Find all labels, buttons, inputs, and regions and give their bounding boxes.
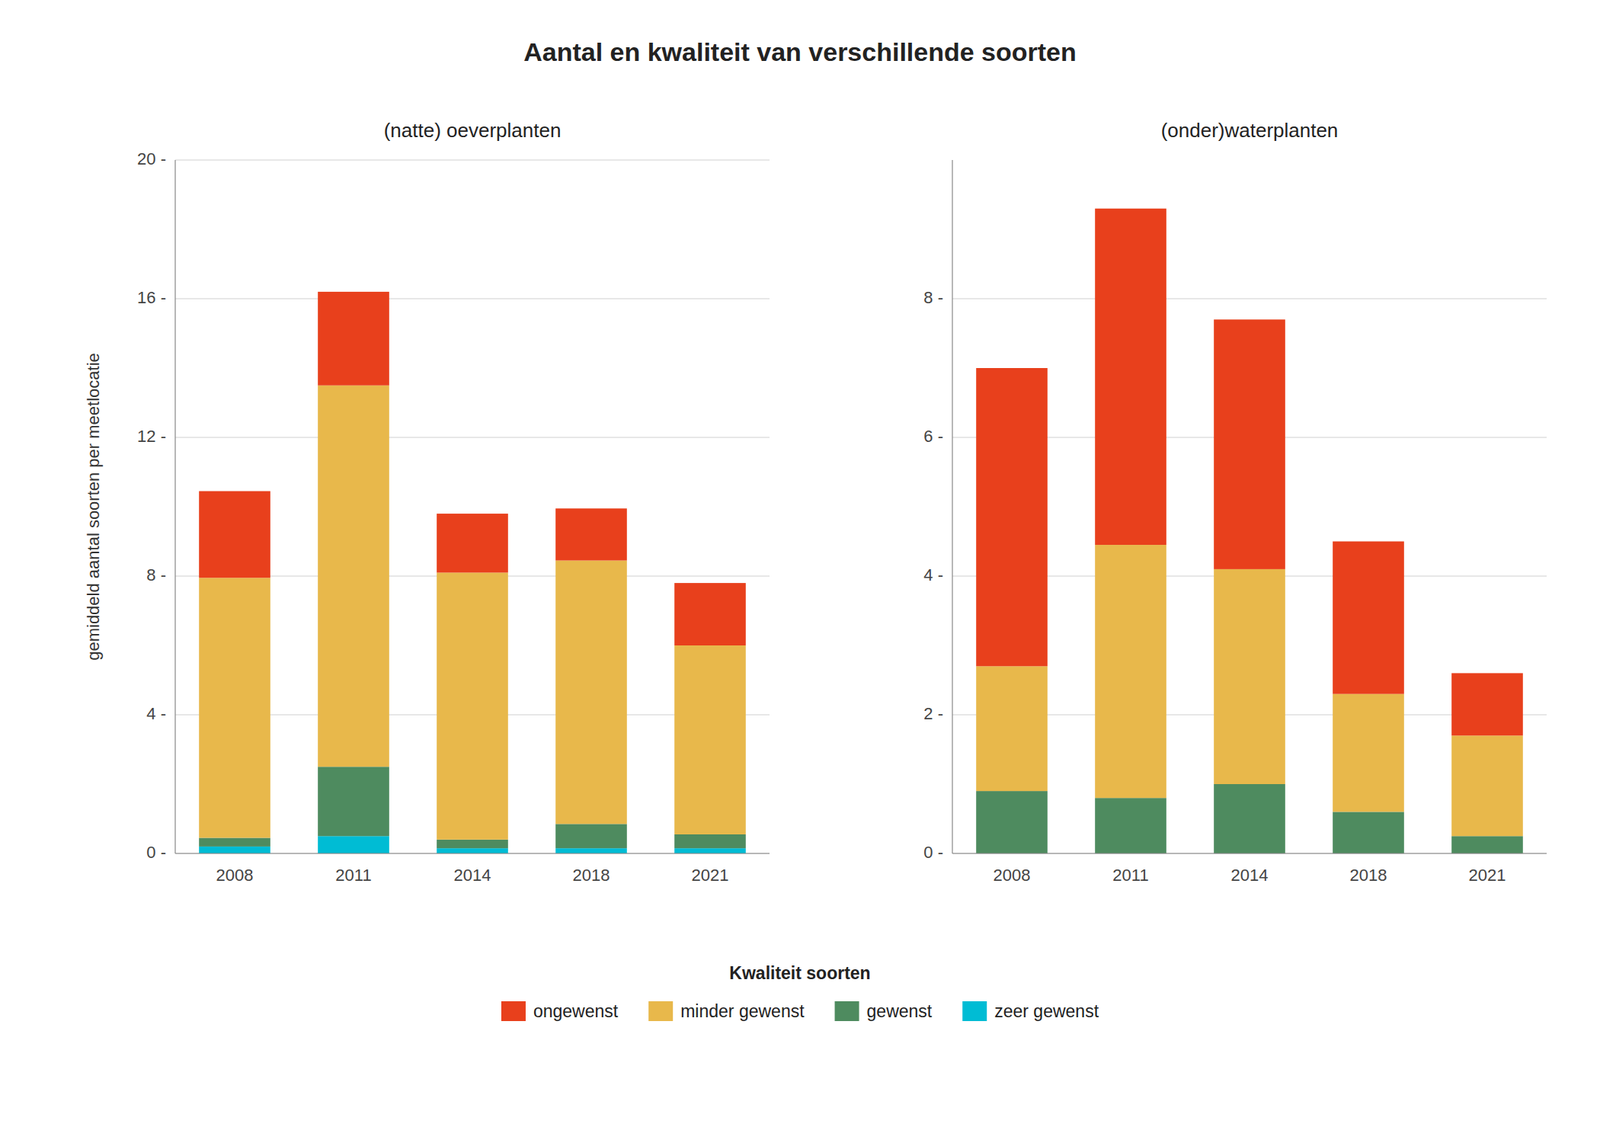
bar xyxy=(198,838,271,847)
bar xyxy=(1213,319,1286,570)
legend-label: ongewenst xyxy=(533,1001,619,1021)
bar xyxy=(317,291,390,386)
x-tick-label: 2014 xyxy=(1231,865,1269,885)
x-tick-label: 2011 xyxy=(1112,865,1149,885)
legend-swatch xyxy=(835,1001,860,1021)
y-tick-label: 0 - xyxy=(146,842,167,862)
bar xyxy=(198,577,271,838)
bar xyxy=(436,839,509,848)
bar xyxy=(674,834,746,848)
y-axis-line xyxy=(174,160,176,854)
y-tick-label: 2 - xyxy=(923,704,944,724)
bar xyxy=(198,846,271,854)
y-tick-label: 0 - xyxy=(923,842,944,862)
legend-label: gewenst xyxy=(867,1001,933,1021)
bar xyxy=(436,572,509,839)
bar xyxy=(198,491,271,579)
bars xyxy=(198,291,746,854)
y-tick-label: 12 - xyxy=(137,426,167,446)
bar xyxy=(674,582,746,646)
grid-line xyxy=(952,853,1547,855)
bar xyxy=(317,766,390,836)
panel: 0 - 2 - 4 - 6 - 8 - 2008 2011 2014 2018 2021 (onde… xyxy=(923,118,1547,885)
bar xyxy=(976,665,1048,791)
grid-line xyxy=(175,298,770,300)
y-axis-line xyxy=(951,160,953,854)
legend: ongewenst minder gewenst gewenst zeer gewen… xyxy=(501,963,1100,1021)
bar xyxy=(317,835,390,854)
bar xyxy=(555,508,628,560)
x-tick-label: 2018 xyxy=(572,865,611,885)
subplot-title: (natte) oeverplanten xyxy=(384,118,562,142)
y-tick-label: 20 - xyxy=(137,149,167,169)
title: Aantal en kwaliteit van verschillende so… xyxy=(523,37,1077,67)
grid-line xyxy=(175,437,770,439)
y-tick-label: 6 - xyxy=(923,426,944,446)
y-tick-label: 4 - xyxy=(923,565,944,585)
y-tick-label: 4 - xyxy=(146,704,167,724)
bar xyxy=(436,848,509,854)
subplot-title: (onder)waterplanten xyxy=(1161,118,1339,142)
bar xyxy=(1451,835,1524,854)
x-tick-label: 2021 xyxy=(1468,865,1507,885)
x-tick-label: 2008 xyxy=(216,865,254,885)
legend-swatch xyxy=(962,1001,987,1021)
bars xyxy=(976,208,1524,854)
x-tick-label: 2021 xyxy=(691,865,730,885)
bar xyxy=(555,823,628,848)
y-tick-label: 8 - xyxy=(923,288,944,308)
x-axis-line xyxy=(952,852,1547,854)
background xyxy=(0,0,1600,1143)
bar xyxy=(976,368,1048,666)
grid-line xyxy=(175,853,770,855)
x-axis-line xyxy=(175,852,770,854)
bar xyxy=(1094,544,1167,798)
panel: 0 - 4 - 8 - 12 - 16 - 20 - 2008 2011 2014 2018 202… xyxy=(83,118,770,885)
bar xyxy=(674,645,746,835)
legend-swatch xyxy=(501,1001,526,1021)
y-tick-label: 16 - xyxy=(137,288,167,308)
bar xyxy=(1451,672,1524,736)
bar xyxy=(555,560,628,825)
bar xyxy=(436,513,509,573)
bar xyxy=(1213,784,1286,854)
bar xyxy=(317,385,390,768)
x-tick-label: 2014 xyxy=(454,865,492,885)
legend-label: zeer gewenst xyxy=(994,1001,1099,1021)
bar xyxy=(555,848,628,854)
grid-line xyxy=(175,160,770,161)
x-tick-label: 2018 xyxy=(1350,865,1388,885)
chart-root: Aantal en kwaliteit van verschillende so… xyxy=(0,0,1600,1143)
legend-items: ongewenst minder gewenst gewenst zeer gewen… xyxy=(501,1001,1100,1021)
grid-line xyxy=(952,298,1547,300)
legend-title: Kwaliteit soorten xyxy=(729,963,871,983)
legend-label: minder gewenst xyxy=(680,1001,805,1021)
bar xyxy=(1213,569,1286,784)
bar xyxy=(976,790,1048,854)
x-tick-label: 2008 xyxy=(993,865,1031,885)
bar xyxy=(1451,735,1524,836)
y-axis-label: gemiddeld aantal soorten per meetlocatie xyxy=(83,352,103,661)
bar xyxy=(1094,797,1167,854)
legend-swatch xyxy=(648,1001,673,1021)
bar xyxy=(1094,208,1167,545)
bar xyxy=(674,848,746,854)
bar xyxy=(1332,541,1405,695)
bar xyxy=(1332,694,1405,813)
bar xyxy=(1332,811,1405,854)
x-tick-label: 2011 xyxy=(335,865,372,885)
y-tick-label: 8 - xyxy=(146,565,167,585)
